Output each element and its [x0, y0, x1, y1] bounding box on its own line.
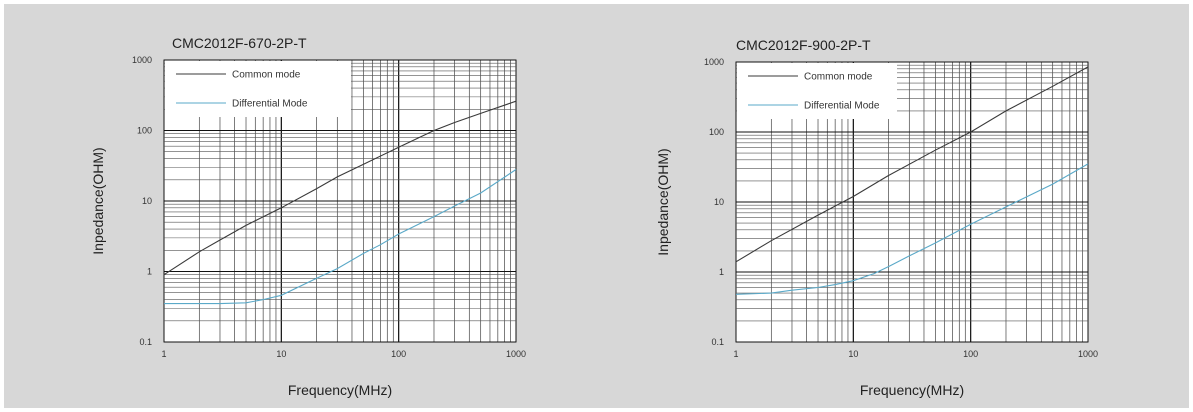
chart-title: CMC2012F-670-2P-T: [172, 35, 307, 51]
series-line-common-mode: [163, 100, 517, 276]
chart-1: 1 10 100 1000 0.1 1 10 100 1000 CMC2012F-670-2P-T…: [90, 35, 526, 398]
legend-box: [165, 61, 351, 117]
y-tick-label: 10: [714, 197, 724, 207]
grid: [735, 61, 1089, 343]
x-tick-label: 100: [963, 349, 978, 359]
legend-box: [737, 63, 897, 119]
legend-label: Common mode: [232, 70, 301, 81]
x-tick-label: 1: [733, 349, 738, 359]
legend: Common mode Differential Mode: [737, 63, 897, 119]
series-line-common-mode: [735, 66, 1089, 263]
y-tick-label: 1000: [704, 57, 724, 67]
x-axis-label: Frequency(MHz): [860, 382, 964, 398]
y-axis-label: Inpedance(OHM): [655, 148, 671, 255]
series-line-differential-mode: [735, 163, 1089, 295]
legend-label: Differential Mode: [804, 101, 880, 112]
legend: Common mode Differential Mode: [165, 61, 351, 117]
chart-2: 1 10 100 1000 0.1 1 10 100 1000 CMC2012F-900-2P-T…: [655, 37, 1098, 398]
y-tick-label: 1000: [132, 55, 152, 65]
y-axis-label: Inpedance(OHM): [90, 147, 106, 254]
x-tick-label: 1000: [1078, 349, 1098, 359]
y-tick-label: 0.1: [139, 337, 152, 347]
x-tick-label: 10: [276, 349, 286, 359]
x-axis-label: Frequency(MHz): [288, 382, 392, 398]
x-tick-label: 10: [848, 349, 858, 359]
x-tick-label: 1000: [506, 349, 526, 359]
legend-label: Differential Mode: [232, 99, 308, 110]
y-tick-label: 10: [142, 196, 152, 206]
y-tick-label: 0.1: [711, 337, 724, 347]
legend-label: Common mode: [804, 72, 873, 83]
series-line-differential-mode: [164, 169, 517, 305]
chart-title: CMC2012F-900-2P-T: [736, 37, 871, 53]
y-tick-label: 1: [719, 267, 724, 277]
x-tick-label: 100: [391, 349, 406, 359]
y-tick-label: 100: [137, 126, 152, 136]
y-tick-label: 100: [709, 127, 724, 137]
x-tick-label: 1: [161, 349, 166, 359]
y-tick-label: 1: [147, 267, 152, 277]
